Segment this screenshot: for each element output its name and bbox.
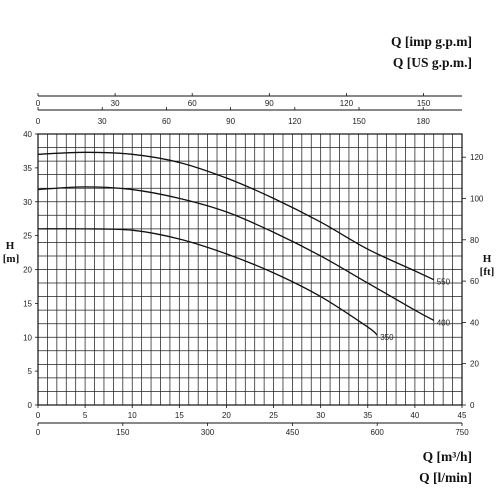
bottom-axis-2-tick-label: 750 — [455, 428, 469, 437]
right-axis-tick-label: 60 — [470, 277, 479, 286]
right-axis-tick-label: 40 — [470, 318, 479, 327]
bottom-axis-1-unit-label: Q [m³/h] — [422, 449, 472, 464]
right-axis-tick-label: 20 — [470, 360, 479, 369]
right-axis-unit: [ft] — [480, 266, 495, 278]
bottom-axis-1-tick-label: 30 — [316, 411, 325, 420]
top-axis-1-tick-label: 0 — [36, 99, 41, 108]
top-axis-2-tick-label: 30 — [98, 117, 107, 126]
right-axis-label: H — [483, 253, 492, 265]
left-axis-tick-label: 40 — [23, 130, 32, 139]
top-axis-2-tick-label: 180 — [417, 117, 431, 126]
top-axis-2-tick-label: 120 — [288, 117, 302, 126]
top-axis-2-tick-label: 60 — [162, 117, 171, 126]
bottom-axis-2-tick-label: 300 — [201, 428, 215, 437]
bottom-axis-2-tick-label: 450 — [286, 428, 300, 437]
top-axis-1-tick-label: 150 — [417, 99, 431, 108]
bottom-axis-1-tick-label: 35 — [363, 411, 372, 420]
bottom-axis-2-tick-label: 150 — [116, 428, 130, 437]
right-axis-tick-label: 120 — [470, 153, 484, 162]
series-label-400: 400 — [437, 318, 451, 327]
left-axis-tick-label: 25 — [23, 232, 32, 241]
series-layer — [37, 151, 435, 336]
bottom-axis-2-tick-label: 600 — [371, 428, 385, 437]
left-axis-tick-label: 0 — [28, 401, 33, 410]
left-axis-unit: [m] — [3, 253, 20, 265]
labels-layer: 550 400 350 — [380, 278, 450, 343]
left-axis-tick-label: 15 — [23, 299, 32, 308]
top-axis-2-tick-label: 90 — [226, 117, 235, 126]
grid-layer — [37, 133, 463, 406]
bottom-axis-1-tick-label: 45 — [458, 411, 467, 420]
left-axis-tick-label: 5 — [28, 367, 33, 376]
bottom-axis-1-tick-label: 40 — [410, 411, 419, 420]
bottom-axis-2-unit-label: Q [l/min] — [419, 470, 472, 485]
top-axis-1-unit-label: Q [imp g.p.m] — [391, 34, 472, 49]
bottom-axis-1-tick-label: 25 — [269, 411, 278, 420]
series-label-350: 350 — [380, 333, 394, 342]
left-axis-label: H — [6, 240, 15, 252]
bottom-axis-1-tick-label: 10 — [128, 411, 137, 420]
left-axis-tick-label: 20 — [23, 266, 32, 275]
top-axis-1-tick-label: 90 — [265, 99, 274, 108]
top-axis-2-tick-label: 150 — [352, 117, 366, 126]
left-axis-tick-label: 10 — [23, 333, 32, 342]
top-axis-1-tick-label: 120 — [340, 99, 354, 108]
bottom-axis-1-tick-label: 5 — [83, 411, 88, 420]
right-axis-tick-label: 100 — [470, 194, 484, 203]
bottom-axis-1-tick-label: 20 — [222, 411, 231, 420]
series-label-550: 550 — [437, 278, 451, 287]
series-line-550 — [37, 151, 435, 281]
right-axis-tick-label: 0 — [470, 401, 475, 410]
top-axis-1-tick-label: 60 — [188, 99, 197, 108]
right-axis-tick-label: 80 — [470, 236, 479, 245]
series-line-400 — [37, 186, 435, 321]
bottom-axis-1-tick-label: 0 — [36, 411, 41, 420]
top-axis-1-tick-label: 30 — [111, 99, 120, 108]
top-axis-2-unit-label: Q [US g.p.m.] — [392, 55, 472, 70]
top-axis-2-tick-label: 0 — [36, 117, 41, 126]
left-axis-tick-label: 35 — [23, 164, 32, 173]
bottom-axis-2-tick-label: 0 — [36, 428, 41, 437]
series-line-350 — [37, 228, 378, 336]
left-axis-tick-label: 30 — [23, 198, 32, 207]
bottom-axis-1-tick-label: 15 — [175, 411, 184, 420]
